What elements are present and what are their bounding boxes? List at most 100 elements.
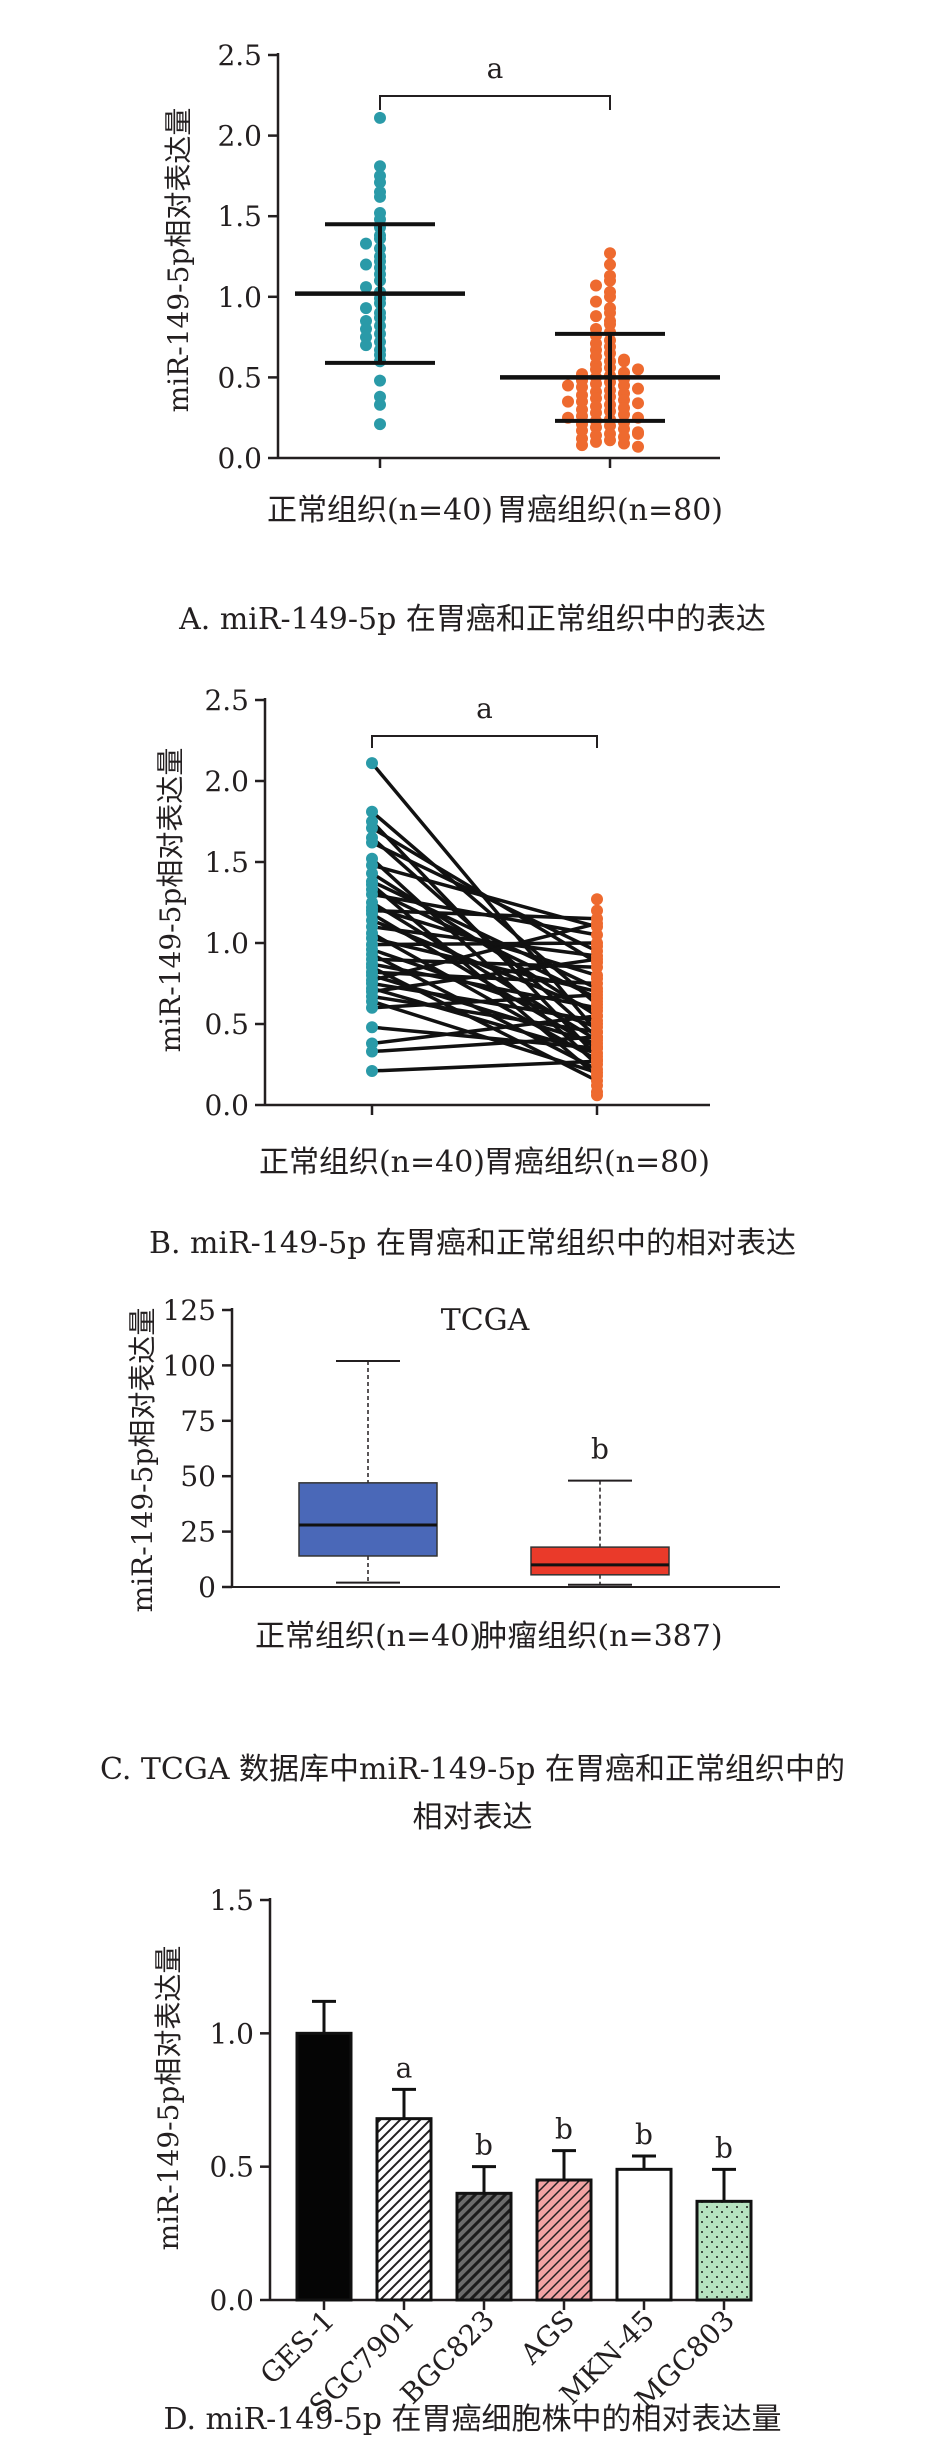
pair-line	[371, 941, 598, 947]
caption-b: B. miR-149-5p 在胃癌和正常组织中的相对表达	[148, 1226, 797, 1261]
pair-line	[371, 957, 598, 994]
caption-c-line1: C. TCGA 数据库中miR-149-5p 在胃癌和正常组织中的	[99, 1752, 846, 1787]
data-point	[618, 355, 630, 368]
y-tick-label: 0.0	[217, 442, 262, 475]
y-tick-label: 1.5	[209, 1884, 254, 1917]
data-point	[374, 418, 386, 431]
y-tick-label: 2.0	[217, 120, 262, 153]
data-point	[360, 281, 372, 294]
data-point-normal	[366, 1064, 378, 1077]
data-point	[590, 279, 602, 292]
data-point	[590, 310, 602, 323]
caption-c-line2: 相对表达	[412, 1800, 533, 1835]
y-tick-label: 0.5	[217, 361, 262, 394]
y-tick-label: 0.5	[209, 2151, 254, 2184]
y-tick-label: 0.5	[204, 1008, 249, 1041]
y-tick-label: 0.0	[204, 1089, 249, 1122]
data-point	[604, 290, 616, 303]
data-point-normal	[366, 821, 378, 834]
chart-title: TCGA	[441, 1303, 530, 1338]
bar	[295, 2031, 353, 2302]
y-tick-label: 125	[163, 1294, 216, 1327]
data-point	[374, 190, 386, 203]
x-category-label: 胃癌组织(n=80)	[497, 493, 723, 528]
data-point-normal	[366, 805, 378, 818]
x-category-label: AGS	[513, 2304, 581, 2372]
y-tick-label: 50	[180, 1460, 216, 1493]
box	[298, 1482, 438, 1557]
y-axis-label: miR-149-5p相对表达量	[126, 1308, 159, 1613]
data-point-cancer	[591, 995, 603, 1008]
data-point	[374, 176, 386, 189]
y-tick-label: 2.0	[204, 765, 249, 798]
x-category-label: 胃癌组织(n=80)	[484, 1145, 710, 1180]
significance-label: b	[555, 2113, 573, 2146]
caption-a: A. miR-149-5p 在胃癌和正常组织中的表达	[179, 602, 766, 637]
data-point-cancer	[591, 893, 603, 906]
bar	[695, 2199, 753, 2302]
data-point-cancer	[591, 904, 603, 917]
data-point	[360, 237, 372, 250]
pair-line	[371, 901, 598, 1042]
pair-line	[371, 925, 598, 958]
significance-label: a	[487, 52, 504, 85]
data-point-cancer	[591, 953, 603, 966]
y-tick-label: 1.0	[217, 281, 262, 314]
data-point-normal	[366, 1001, 378, 1014]
data-point	[590, 435, 602, 448]
y-tick-label: 1.0	[204, 927, 249, 960]
data-point	[360, 339, 372, 352]
y-axis-label: miR-149-5p相对表达量	[152, 1946, 185, 2251]
data-point-normal	[366, 1045, 378, 1058]
data-point-normal	[366, 1021, 378, 1034]
y-tick-label: 1.5	[204, 846, 249, 879]
box	[530, 1546, 670, 1576]
data-point-cancer	[591, 1040, 603, 1053]
x-category-label: 正常组织(n=40)	[255, 1619, 481, 1654]
significance-bracket	[371, 735, 598, 748]
bar	[535, 2178, 593, 2302]
y-tick-label: 75	[180, 1405, 216, 1438]
data-point-cancer	[591, 1018, 603, 1030]
data-point-cancer	[591, 940, 603, 953]
pair-line	[371, 986, 598, 1055]
data-point-cancer	[591, 972, 603, 985]
y-tick-label: 0.0	[209, 2284, 254, 2317]
data-point	[562, 395, 574, 408]
data-point	[632, 382, 644, 395]
data-point	[632, 397, 644, 410]
data-point	[590, 295, 602, 308]
y-axis-label: miR-149-5p相对表达量	[154, 748, 187, 1053]
data-point-normal	[366, 836, 378, 849]
panel-d: 0.0 0.5 1.0 1.5 miR-149-5p相对表达量 GES-1 SGC7901 a…	[0, 1860, 945, 2422]
panel-c: 0 25 50 75 100 125 miR-149-5p相对表达量 TCGA 正常组织(n=4…	[0, 1290, 945, 1740]
pair-line	[371, 908, 598, 921]
y-tick-label: 0	[198, 1571, 216, 1604]
pair-line	[371, 993, 598, 1010]
data-point	[604, 274, 616, 287]
pair-line	[371, 1014, 598, 1046]
data-point	[562, 379, 574, 392]
chart-b: 0.0 0.5 1.0 1.5 2.0 2.5 miR-149-5p相对表达量正常组织(n=…	[154, 684, 710, 1180]
pair-line	[371, 970, 598, 986]
bar	[375, 2117, 433, 2302]
y-tick-label: 2.5	[204, 684, 249, 717]
data-point	[632, 440, 644, 453]
panel-a: 0.0 0.5 1.0 1.5 2.0 2.5 miR-149-5p相对表达量 正常组织(n=…	[0, 0, 945, 640]
chart-a: 0.0 0.5 1.0 1.5 2.0 2.5 miR-149-5p相对表达量正常组织(n=…	[162, 39, 723, 528]
data-point-cancer	[591, 917, 603, 930]
data-point	[604, 258, 616, 271]
data-point	[360, 302, 372, 315]
data-point	[360, 258, 372, 271]
data-point	[604, 434, 616, 447]
bar	[615, 2167, 673, 2302]
pair-line	[371, 1025, 598, 1051]
pair-line	[371, 1059, 598, 1073]
x-category-label: 肿瘤组织(n=387)	[477, 1619, 722, 1654]
significance-label: a	[476, 692, 493, 725]
y-tick-label: 1.0	[209, 2017, 254, 2050]
caption-d: D. miR-149-5p 在胃癌细胞株中的相对表达量	[163, 2402, 782, 2437]
pair-line	[370, 836, 599, 1039]
y-axis-label: miR-149-5p相对表达量	[162, 108, 195, 413]
